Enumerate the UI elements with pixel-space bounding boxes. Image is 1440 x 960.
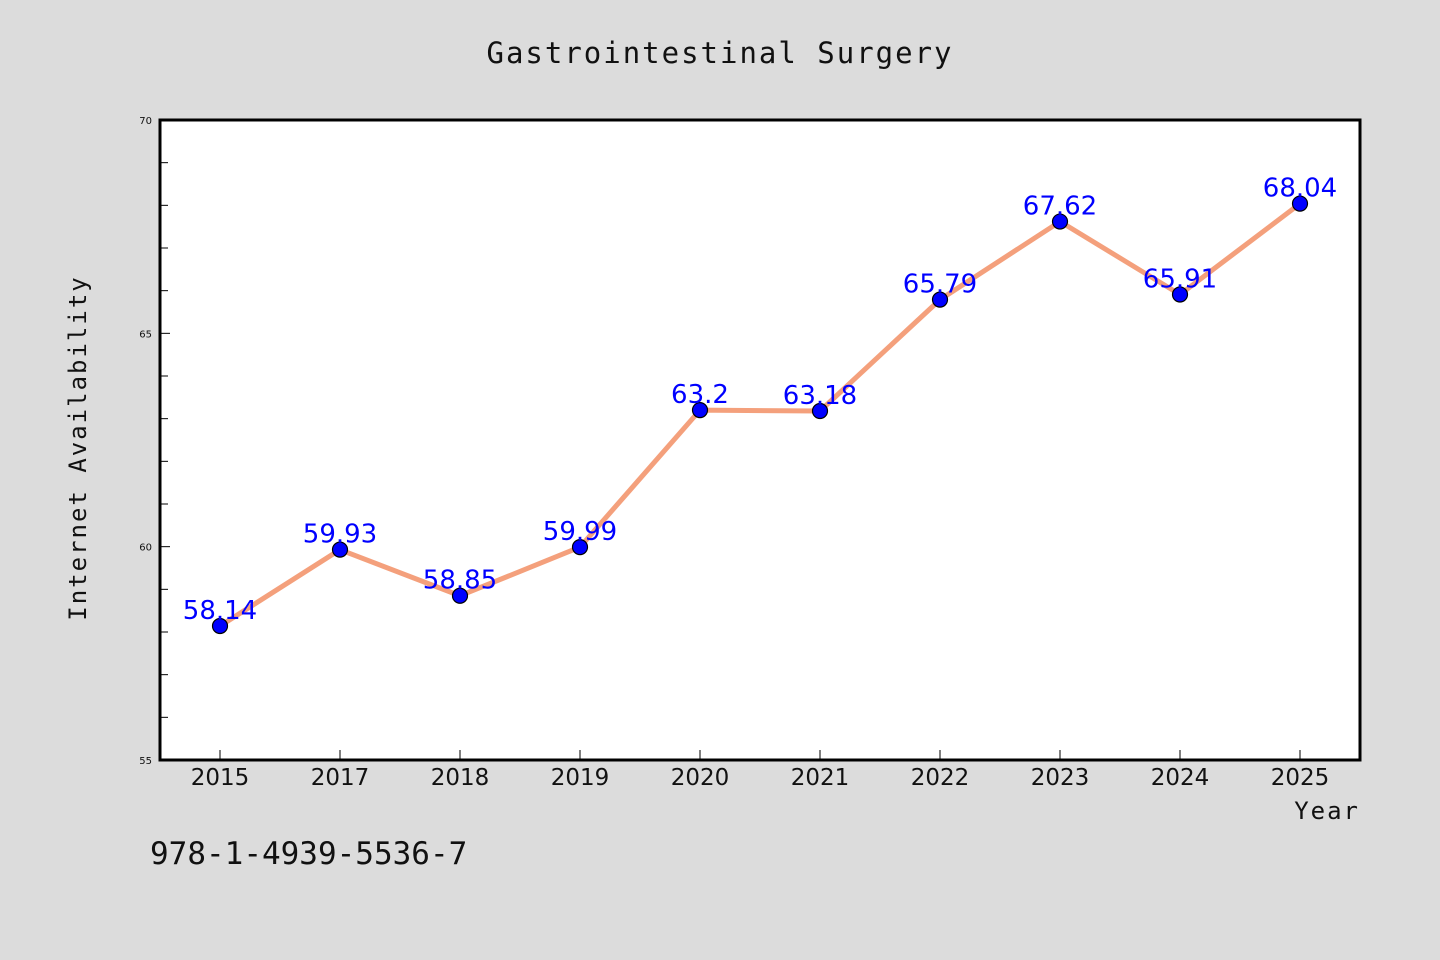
data-label: 68.04 bbox=[1263, 174, 1337, 204]
x-tick-label: 2019 bbox=[551, 765, 610, 791]
data-label: 58.85 bbox=[423, 566, 497, 596]
x-tick-label: 2021 bbox=[791, 765, 850, 791]
x-axis-label: Year bbox=[1294, 797, 1360, 825]
data-label: 63.18 bbox=[783, 381, 857, 411]
data-label: 65.91 bbox=[1143, 265, 1217, 295]
data-label: 59.93 bbox=[303, 520, 377, 550]
plot-frame bbox=[158, 118, 1362, 762]
data-label: 63.2 bbox=[671, 380, 729, 410]
chart-title: Gastrointestinal Surgery bbox=[486, 36, 953, 70]
data-point[interactable] bbox=[1051, 213, 1069, 230]
y-tick-label: 70 bbox=[139, 116, 152, 127]
x-tick-label: 2023 bbox=[1031, 765, 1090, 791]
data-point[interactable] bbox=[1171, 286, 1189, 303]
y-tick-label: 55 bbox=[139, 756, 152, 767]
data-point[interactable] bbox=[571, 538, 589, 556]
data-point[interactable] bbox=[811, 402, 829, 420]
x-tick-label: 2020 bbox=[671, 765, 730, 791]
data-point[interactable] bbox=[211, 617, 229, 635]
x-tick-label: 2017 bbox=[311, 765, 370, 791]
data-label: 58.14 bbox=[183, 596, 257, 626]
data-point[interactable] bbox=[691, 402, 709, 419]
data-point[interactable] bbox=[931, 291, 949, 308]
data-label: 67.62 bbox=[1023, 192, 1097, 222]
series-line bbox=[217, 201, 1303, 629]
y-tick-label: 65 bbox=[139, 329, 152, 340]
data-point[interactable] bbox=[331, 541, 349, 558]
footer-code: 978-1-4939-5536-7 bbox=[150, 836, 467, 872]
series-layer: 58.14 59.93 58.85 59.99 63.2 63.18 65.79 67.62 6… bbox=[183, 174, 1337, 635]
x-tick-label: 2022 bbox=[911, 765, 970, 791]
data-label: 59.99 bbox=[543, 517, 617, 547]
x-tick-label: 2024 bbox=[1151, 765, 1210, 791]
data-point[interactable] bbox=[1291, 195, 1309, 212]
data-point[interactable] bbox=[451, 587, 469, 604]
x-tick-label: 2015 bbox=[191, 765, 250, 791]
x-axis: 2015 2017 2018 2019 2020 2021 2022 2023 2024 2025 bbox=[191, 750, 1330, 791]
x-tick-label: 2018 bbox=[431, 765, 490, 791]
plot-area bbox=[160, 120, 1360, 760]
y-axis-label: Internet Availability bbox=[64, 275, 92, 620]
y-tick-label: 60 bbox=[139, 543, 152, 554]
data-label: 65.79 bbox=[903, 270, 977, 300]
x-tick-label: 2025 bbox=[1271, 765, 1330, 791]
